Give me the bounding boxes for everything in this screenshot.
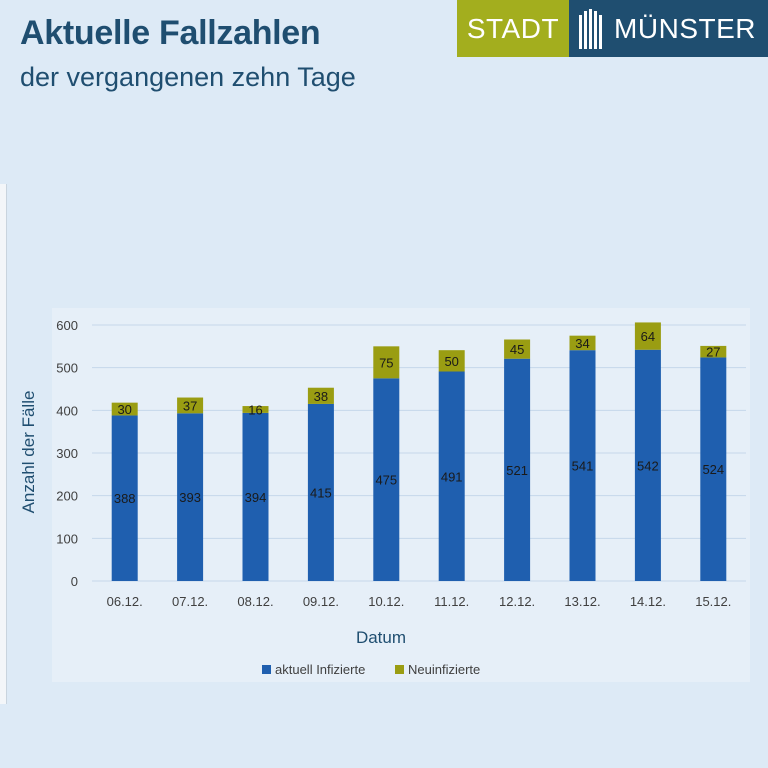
x-tick-label: 15.12.	[695, 594, 731, 609]
y-tick-label: 300	[56, 446, 78, 461]
data-label: 491	[441, 469, 463, 484]
bar-neuinfizierte	[307, 387, 334, 404]
data-label: 415	[310, 485, 332, 500]
x-tick-label: 07.12.	[172, 594, 208, 609]
bar-neuinfizierte	[569, 335, 596, 351]
bar-aktuell-infizierte	[569, 350, 596, 581]
data-label: 45	[510, 342, 524, 357]
data-label: 521	[506, 463, 528, 478]
x-tick-label: 12.12.	[499, 594, 535, 609]
bar-aktuell-infizierte	[242, 412, 269, 581]
legend-label: Neuinfizierte	[408, 662, 480, 677]
data-label: 50	[444, 354, 458, 369]
x-tick-label: 06.12.	[107, 594, 143, 609]
bar-neuinfizierte	[700, 345, 727, 358]
bar-aktuell-infizierte	[307, 403, 334, 581]
data-label: 75	[379, 355, 393, 370]
y-tick-label: 200	[56, 489, 78, 504]
bar-aktuell-infizierte	[373, 378, 400, 581]
data-label: 64	[641, 329, 655, 344]
data-label: 34	[575, 336, 589, 351]
data-label: 30	[117, 402, 131, 417]
y-axis-title: Anzahl der Fälle	[19, 391, 38, 514]
logo-muenster: MÜNSTER	[569, 0, 768, 57]
bar-neuinfizierte	[242, 406, 269, 413]
legend-label: aktuell Infizierte	[275, 662, 365, 677]
city-logo: STADT MÜNSTER	[456, 0, 768, 57]
x-tick-label: 10.12.	[368, 594, 404, 609]
bar-aktuell-infizierte	[504, 358, 531, 581]
y-tick-label: 600	[56, 318, 78, 333]
x-axis-title: Datum	[356, 628, 406, 647]
bar-aktuell-infizierte	[700, 357, 727, 581]
data-label: 541	[572, 459, 594, 474]
data-label: 524	[702, 462, 724, 477]
page-title: Aktuelle Fallzahlen	[20, 14, 321, 52]
page-edge	[0, 184, 7, 704]
data-label: 37	[183, 398, 197, 413]
bar-neuinfizierte	[111, 402, 138, 416]
chart-panel	[52, 308, 750, 682]
bar-neuinfizierte	[438, 350, 465, 372]
logo-muenster-text: MÜNSTER	[614, 12, 756, 44]
bar-neuinfizierte	[634, 322, 661, 350]
y-tick-label: 0	[71, 574, 78, 589]
logo-stadt: STADT	[456, 0, 570, 57]
y-tick-label: 100	[56, 531, 78, 546]
legend-swatch	[395, 665, 404, 674]
city-emblem-icon	[579, 8, 604, 49]
bar-aktuell-infizierte	[438, 371, 465, 581]
data-label: 388	[114, 491, 136, 506]
x-tick-label: 13.12.	[564, 594, 600, 609]
bar-neuinfizierte	[373, 346, 400, 379]
bar-neuinfizierte	[177, 397, 204, 414]
data-label: 475	[375, 473, 397, 488]
x-tick-label: 09.12.	[303, 594, 339, 609]
y-tick-label: 500	[56, 361, 78, 376]
page-subtitle: der vergangenen zehn Tage	[20, 62, 356, 92]
data-label: 393	[179, 490, 201, 505]
data-label: 38	[314, 389, 328, 404]
bar-aktuell-infizierte	[177, 413, 204, 581]
data-label: 27	[706, 345, 720, 360]
bar-aktuell-infizierte	[111, 415, 138, 581]
data-label: 16	[248, 402, 262, 417]
bar-aktuell-infizierte	[634, 349, 661, 581]
bar-neuinfizierte	[504, 339, 531, 359]
x-tick-label: 11.12.	[434, 594, 469, 609]
x-tick-label: 08.12.	[237, 594, 273, 609]
data-label: 542	[637, 458, 659, 473]
data-label: 394	[245, 490, 267, 505]
x-tick-label: 14.12.	[630, 594, 666, 609]
y-tick-label: 400	[56, 403, 78, 418]
legend-swatch	[262, 665, 271, 674]
